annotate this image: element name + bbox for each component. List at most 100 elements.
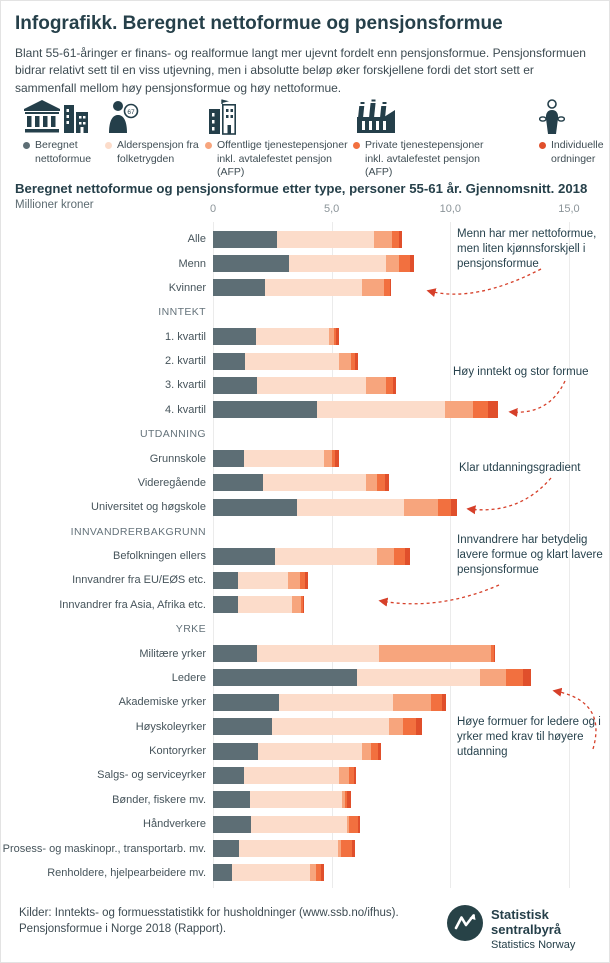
bar-row: Prosess- og maskinopr., transportarb. mv… [1,836,609,860]
bar-segment-netto [213,328,256,346]
bar-segment-individuell [355,352,358,370]
bar-segment-privat [506,669,523,687]
stacked-bar [213,328,339,346]
bar-segment-offentlig [324,450,332,468]
section-row: YRKE [1,617,609,641]
bar-segment-offentlig [479,669,507,687]
bar-segment-folketrygd [258,742,363,760]
bar-segment-folketrygd [256,645,380,663]
bar-segment-privat [399,255,410,273]
ssb-logo [447,905,483,941]
legend: Beregnet nettoformue 67 Alderspensjon fra… [1,97,609,180]
category-label: Håndverkere [143,818,206,831]
bar-segment-privat [341,840,352,858]
legend-item-label: Beregnet nettoformue [35,139,92,165]
bar-segment-folketrygd [237,571,288,589]
bar-row: Militære yrker [1,641,609,665]
bar-segment-folketrygd [243,766,339,784]
bar-segment-folketrygd [274,547,377,565]
bar-segment-privat [490,645,495,663]
bar-segment-folketrygd [251,815,348,833]
x-tick-label: 10,0 [439,203,462,215]
category-label: Prosess- og maskinopr., transportarb. mv… [2,842,206,855]
bar-segment-privat [300,596,304,614]
bar-segment-netto [213,669,357,687]
legend-color-dot [105,142,112,149]
bar-segment-individuell [451,498,458,516]
bar-segment-folketrygd [256,376,367,394]
category-label: 4. kvartil [165,403,206,416]
bar-segment-offentlig [374,230,393,248]
bar-segment-privat [333,328,337,346]
bar-segment-netto [213,864,232,882]
section-header: UTDANNING [139,428,206,441]
source-line-1: Kilder: Inntekts- og formuesstatistikk f… [19,907,399,919]
x-tick-label: 0 [209,203,217,215]
stacked-bar [213,791,351,809]
section-header: INNVANDRERBAKGRUNN [70,525,206,538]
bar-segment-offentlig [386,255,400,273]
stacked-bar [213,742,382,760]
stacked-bar [213,279,391,297]
legend-entry: Individuelle ordninger [539,139,604,166]
bar-segment-netto [213,742,259,760]
bar-segment-netto [213,450,244,468]
bar-segment-privat [392,230,400,248]
bar-row: 2. kvartil [1,349,609,373]
legend-entry: Offentlige tjenestepensjoner inkl. avtal… [205,139,351,180]
bar-row: Akademiske yrker [1,690,609,714]
bar-segment-individuell [384,474,389,492]
stacked-bar [213,547,410,565]
legend-entry: Beregnet nettoformue [23,139,101,166]
person-coin-icon: 67 [105,97,203,135]
bar-segment-netto [213,401,318,419]
bar-row: Innvandrer fra EU/EØS etc. [1,568,609,592]
bar-row: Universitet og høgskole [1,495,609,519]
legend-item: Individuelle ordninger [539,97,604,177]
category-label: Akademiske yrker [118,696,206,709]
bar-row: Innvandrer fra Asia, Afrika etc. [1,593,609,617]
bar-segment-privat [431,693,442,711]
x-tick-label: 15,0 [558,203,580,215]
category-label: Videregående [137,476,206,489]
bar-segment-offentlig [347,815,350,833]
bar-segment-netto [213,791,250,809]
stacked-bar [213,718,422,736]
legend-item-label: Offentlige tjenestepensjoner inkl. avtal… [217,139,348,179]
category-label: Innvandrer fra EU/EØS etc. [72,574,206,587]
bar-segment-individuell [488,401,498,419]
category-label: Alle [187,233,206,246]
bar-segment-offentlig [366,376,387,394]
bar-segment-individuell [409,255,414,273]
bar-segment-privat [350,352,356,370]
bar-segment-individuell [305,571,308,589]
bar-segment-privat [438,498,452,516]
bar-segment-folketrygd [255,328,330,346]
bar-segment-offentlig [362,279,384,297]
bar-segment-netto [213,230,278,248]
bar-segment-individuell [399,230,402,248]
bar-segment-folketrygd [288,255,387,273]
bar-segment-privat [349,815,358,833]
bar-row: 3. kvartil [1,373,609,397]
bar-segment-netto [213,376,257,394]
section-row: INNVANDRERBAKGRUNN [1,520,609,544]
category-label: Bønder, fiskere mv. [112,793,206,806]
bar-segment-netto [213,718,273,736]
stacked-bar [213,474,389,492]
bar-segment-netto [213,766,244,784]
category-label: 2. kvartil [165,355,206,368]
bar-row: 1. kvartil [1,325,609,349]
bar-segment-folketrygd [279,693,394,711]
bar-row: Renholdere, hjelpearbeidere mv. [1,861,609,885]
bar-row: Ledere [1,666,609,690]
legend-item: Private tjenestepensjoner inkl. avtalefe… [353,97,505,178]
bar-segment-folketrygd [232,864,311,882]
stacked-bar [213,498,458,516]
bar-segment-offentlig [379,645,491,663]
stacked-bar [213,669,531,687]
bar-segment-offentlig [376,547,395,565]
stacked-bar [213,230,402,248]
category-label: Kontoryrker [149,745,206,758]
